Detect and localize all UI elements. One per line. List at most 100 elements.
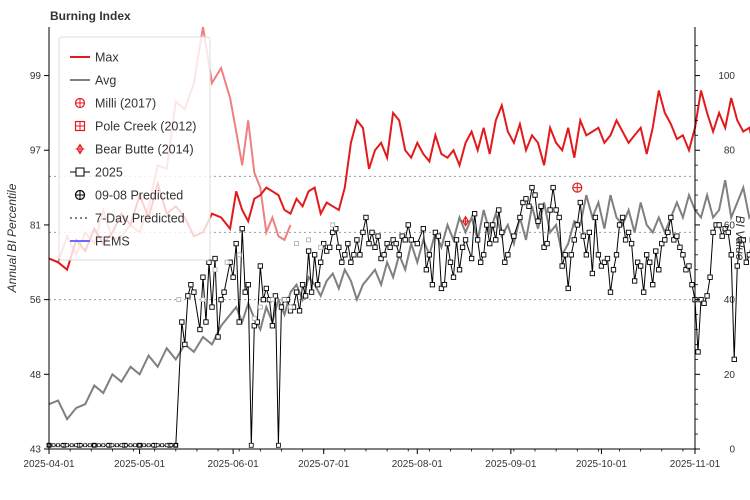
point-2025: [369, 229, 375, 236]
point-2025: [302, 293, 309, 299]
point-2025: [191, 289, 197, 295]
point-2025: [188, 282, 194, 288]
point-faded: [257, 304, 263, 310]
point-faded: [200, 297, 206, 303]
point-2025: [263, 285, 269, 292]
point-2025: [438, 285, 445, 292]
point-faded: [224, 259, 230, 265]
point-faded: [306, 237, 312, 243]
series-max: [48, 90, 750, 272]
point-2025: [357, 252, 363, 258]
point-2025: [641, 289, 647, 295]
x-tick-label-5: 2025-09-01: [485, 459, 537, 470]
point-2025: [435, 233, 442, 239]
point-2025: [272, 293, 279, 299]
right-tick-label-4: 80: [724, 146, 736, 157]
legend-label-8: FEMS: [95, 235, 130, 249]
point-faded: [294, 241, 299, 247]
point-2025: [209, 304, 215, 310]
point-2025: [471, 211, 478, 217]
point-2025: [689, 282, 695, 288]
point-2025: [351, 252, 357, 258]
point-2025: [402, 237, 408, 243]
legend-swatch-6: [74, 189, 86, 201]
point-2025: [589, 270, 596, 277]
point-2025: [631, 278, 638, 284]
point-2025: [604, 255, 611, 262]
point-2025: [511, 233, 517, 239]
point-2025: [185, 293, 191, 299]
legend-swatch-5-square: [75, 167, 85, 177]
point-2025: [731, 356, 737, 363]
point-2025: [571, 237, 577, 243]
point-2025: [321, 240, 327, 247]
left-axis-label: Annual BI Percentile: [5, 183, 19, 293]
point-2025: [541, 244, 547, 250]
point-faded: [176, 297, 182, 303]
point-2025: [399, 233, 405, 239]
point-2025: [592, 214, 599, 221]
point-2025: [607, 289, 614, 295]
point-2025: [390, 237, 396, 243]
point-2025: [420, 226, 426, 232]
point-2025: [481, 252, 487, 258]
point-2025-baseline: [69, 443, 74, 448]
point-2025: [441, 282, 448, 288]
x-axis-ticks: 2025-04-01 2025-05-01 2025-06-01 2025-07-01…: [23, 449, 721, 470]
point-2025: [212, 255, 218, 262]
point-2025: [354, 237, 360, 243]
right-axis-ticks: 0 20 40 60 80 100: [695, 45, 736, 456]
point-2025: [650, 282, 656, 288]
series-2025: [49, 185, 750, 446]
point-2025: [583, 252, 589, 258]
right-axis-label: BI Value: [733, 216, 747, 261]
point-2025: [245, 282, 251, 288]
point-2025: [671, 237, 677, 243]
point-faded: [288, 304, 293, 310]
point-2025: [680, 252, 686, 258]
right-tick-label-2: 40: [724, 295, 736, 306]
point-2025: [444, 240, 451, 247]
point-2025: [719, 233, 725, 239]
point-2025-baseline: [106, 443, 110, 448]
point-2025: [260, 296, 266, 303]
point-2025: [257, 263, 263, 269]
left-tick-label-5: 99: [30, 71, 42, 82]
point-2025: [366, 240, 372, 247]
point-2025: [562, 252, 568, 258]
point-2025: [743, 259, 749, 265]
point-2025-baseline: [78, 443, 83, 448]
point-2025: [429, 282, 436, 288]
point-2025-baseline: [146, 443, 151, 448]
point-2025: [520, 199, 526, 206]
point-2025: [701, 300, 707, 307]
point-2025: [396, 252, 402, 258]
point-2025: [318, 259, 324, 265]
point-2025: [305, 248, 312, 254]
point-2025: [532, 192, 538, 198]
point-2025: [638, 263, 644, 269]
point-2025: [634, 259, 641, 265]
point-2025: [182, 341, 188, 348]
point-2025: [665, 229, 671, 236]
legend-label-5: 2025: [95, 166, 123, 180]
point-2025: [236, 319, 242, 325]
point-2025: [360, 229, 366, 236]
point-2025: [538, 203, 544, 209]
point-2025: [378, 255, 384, 262]
point-2025-baseline: [164, 443, 169, 448]
point-faded: [236, 252, 242, 258]
point-2025: [426, 252, 433, 258]
point-2025: [550, 184, 556, 191]
point-2025-baseline: [124, 443, 128, 448]
point-2025: [179, 319, 185, 325]
point-faded: [330, 222, 336, 228]
point-2025: [405, 222, 411, 228]
point-2025-baseline: [137, 443, 142, 448]
x-tick-label-3: 2025-07-01: [298, 459, 350, 470]
point-2025: [248, 442, 254, 448]
legend-box: [58, 36, 211, 261]
point-2025: [601, 259, 608, 265]
point-2025: [363, 214, 369, 221]
